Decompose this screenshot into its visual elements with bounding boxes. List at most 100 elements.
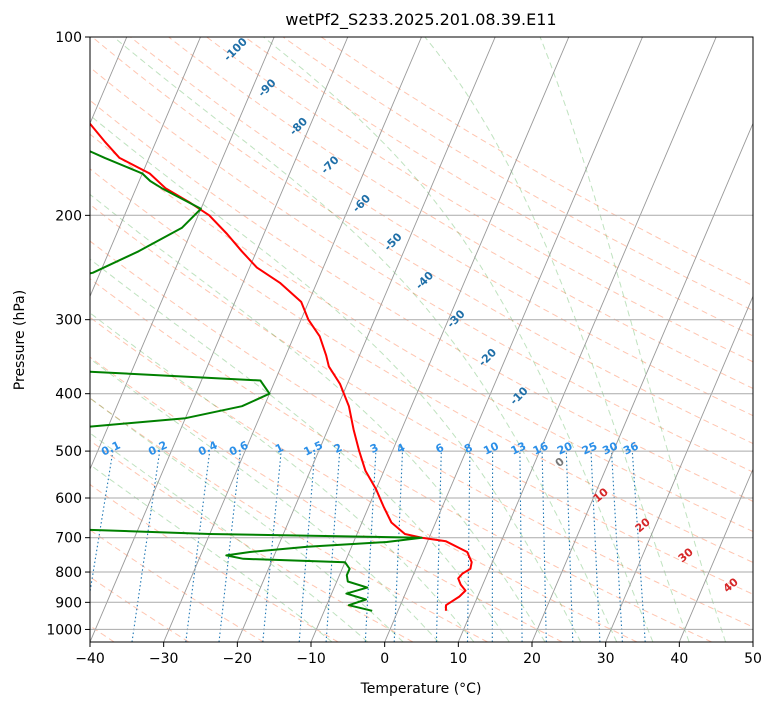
- mixing-ratio-label: 1: [273, 441, 285, 456]
- moist-adiabat-label: 40: [721, 575, 741, 595]
- mixing-ratio-line-0: [90, 451, 114, 596]
- dry-adiabat-7: [90, 356, 563, 642]
- moist-adiabat-1: [90, 432, 368, 642]
- x-tick-label: 30: [597, 651, 615, 667]
- y-tick-label: 300: [55, 313, 82, 329]
- mixing-ratio-label: 0.1: [99, 439, 122, 459]
- moist-adiabat-10: [424, 37, 690, 642]
- y-tick-label: 1000: [46, 622, 82, 638]
- moist-adiabat-11: [539, 37, 726, 642]
- isotherm--20: [236, 37, 496, 642]
- temperature-label: -60: [350, 192, 373, 215]
- dry-adiabat-9: [90, 278, 712, 642]
- dry-adiabat-8: [90, 316, 638, 642]
- y-tick-label: 600: [55, 491, 82, 507]
- mixing-ratio-line-10: [466, 451, 471, 642]
- mixing-ratio-line-1: [131, 451, 161, 642]
- mixing-ratio-label: 4: [395, 441, 408, 456]
- isotherm-50: [752, 640, 753, 642]
- temperature-label: -30: [444, 307, 467, 330]
- moist-adiabat-9: [263, 37, 654, 642]
- mixing-ratio-line-9: [435, 451, 442, 642]
- temperature-label: -90: [255, 76, 278, 99]
- grid-lines: [90, 37, 753, 642]
- mixing-ratio-label: 20: [555, 439, 575, 457]
- isotherm--40: [90, 37, 349, 642]
- moist-adiabat-2: [90, 397, 404, 642]
- dry-adiabat-14: [90, 99, 753, 502]
- temperature-label: -10: [507, 384, 530, 407]
- x-tick-label: −40: [75, 651, 105, 667]
- plot-frame: [89, 36, 754, 643]
- dry-adiabat-4: [90, 483, 339, 642]
- isotherm--60: [90, 37, 201, 298]
- y-tick-label: 800: [55, 565, 82, 581]
- isotherm-20: [531, 122, 753, 642]
- temperature-label: -80: [287, 115, 310, 138]
- isotherm-30: [605, 295, 753, 642]
- dry-adiabat-20: [244, 37, 753, 337]
- dry-adiabat-11: [90, 203, 753, 595]
- temperature-label: -50: [381, 230, 404, 253]
- dry-adiabat-5: [90, 440, 414, 642]
- mixing-ratio-label: 1.5: [302, 439, 325, 459]
- mixing-ratio-label: 30: [600, 439, 620, 457]
- moist-adiabat-7: [90, 114, 582, 642]
- moist-adiabat-label: 0: [553, 455, 567, 470]
- temperature-label: -100: [221, 35, 250, 64]
- mixing-ratio-line-3: [218, 451, 242, 642]
- y-tick-label: 100: [55, 30, 82, 46]
- moist-adiabat-3: [90, 357, 439, 642]
- dry-adiabat-18: [168, 37, 753, 389]
- x-tick-label: 20: [523, 651, 541, 667]
- series-lines: [90, 122, 473, 612]
- dry-adiabat-6: [90, 397, 488, 642]
- mixing-ratio-label: 13: [509, 439, 528, 457]
- isotherm--50: [90, 37, 275, 471]
- mixing-ratio-line-16: [610, 451, 623, 642]
- mixing-ratio-line-2: [185, 451, 211, 642]
- mixing-ratio-label: 0.6: [227, 438, 250, 458]
- dry-adiabat-17: [130, 37, 753, 417]
- dry-adiabat-13: [90, 133, 753, 533]
- x-tick-label: −10: [296, 651, 326, 667]
- moist-adiabat-label: 30: [676, 545, 696, 565]
- mixing-ratio-line-12: [519, 451, 523, 642]
- y-tick-label: 400: [55, 387, 82, 403]
- mixing-ratio-line-15: [590, 451, 601, 642]
- mixing-ratio-label: 3: [368, 441, 380, 456]
- mixing-ratio-label: 25: [580, 439, 599, 457]
- x-tick-label: 0: [380, 651, 389, 667]
- isotherm--30: [163, 37, 422, 642]
- dry-adiabat-10: [90, 240, 753, 628]
- mixing-ratio-label: 6: [434, 441, 447, 456]
- background-lines: [90, 37, 753, 642]
- chart-title: wetPf2_S233.2025.201.08.39.E11: [285, 10, 556, 30]
- axis-ticks: −40 −30 −20 −10 0 10 20 30 40 5010009008007006005…: [46, 30, 762, 667]
- isotherm-0: [384, 37, 643, 642]
- y-tick-label: 200: [55, 208, 82, 224]
- sounding-line-1: [90, 150, 423, 612]
- y-tick-label: 900: [55, 595, 82, 611]
- moist-adiabat-0: [90, 464, 333, 642]
- x-tick-label: −30: [149, 651, 179, 667]
- dry-adiabat-3: [90, 529, 264, 642]
- x-tick-label: 50: [744, 651, 762, 667]
- temperature-label: -40: [413, 269, 436, 292]
- sounding-line-0: [90, 122, 473, 611]
- line-labels: 0.1 0.2 0.4 0.6 1 1.5 2 3 4 6 8 10 13 16 20 25 30 36-100-…: [99, 35, 741, 595]
- dry-adiabat-16: [91, 37, 753, 445]
- moist-adiabat-5: [90, 258, 510, 642]
- mixing-ratio-label: 36: [621, 439, 641, 457]
- isotherm--10: [310, 37, 570, 642]
- mixing-ratio-label: 10: [481, 439, 501, 457]
- isotherm-10: [457, 37, 717, 642]
- temperature-label: -20: [476, 346, 499, 369]
- isotherm-40: [678, 467, 753, 642]
- temperature-label: -70: [318, 153, 341, 176]
- moist-adiabat-6: [90, 193, 546, 642]
- mixing-ratio-label: 0.4: [196, 438, 219, 458]
- x-tick-label: −20: [223, 651, 253, 667]
- x-tick-label: 10: [449, 651, 467, 667]
